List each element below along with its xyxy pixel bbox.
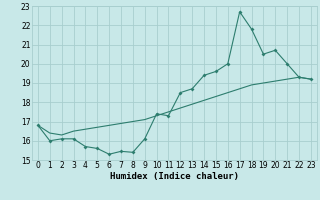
X-axis label: Humidex (Indice chaleur): Humidex (Indice chaleur) (110, 172, 239, 181)
